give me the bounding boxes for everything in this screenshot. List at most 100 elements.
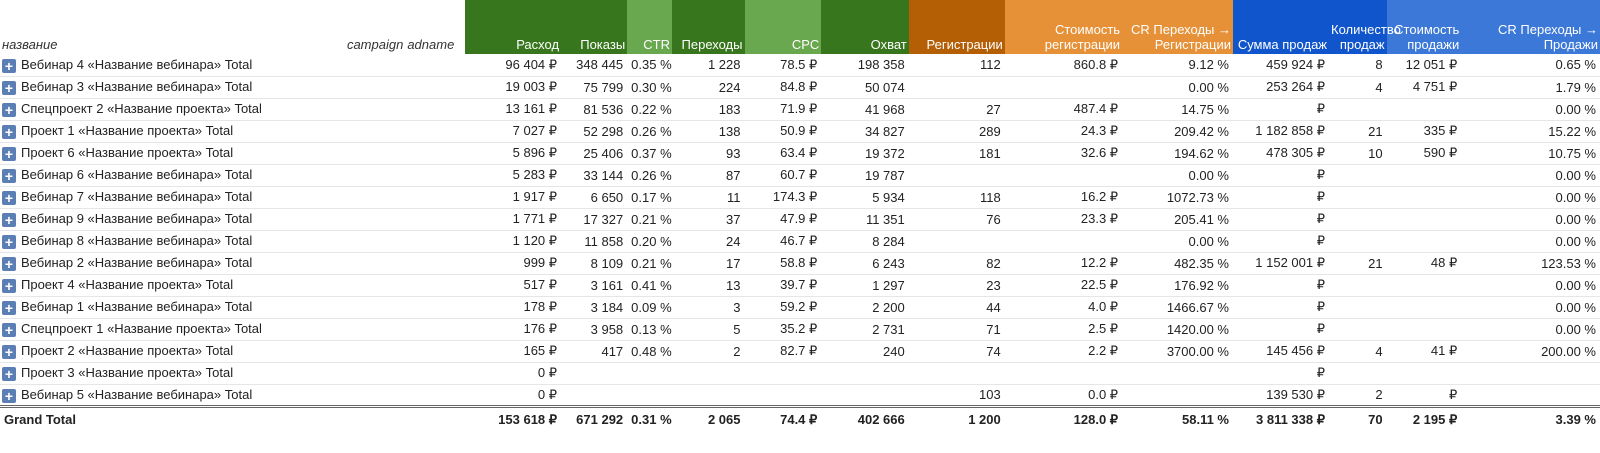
cell-ctr: 0.09 % <box>631 299 672 315</box>
cell-spend: 165 ₽ <box>523 343 558 358</box>
cell-ctr: 0.13 % <box>631 321 672 337</box>
cell-clicks: 93 <box>726 145 741 161</box>
header-sales-sum[interactable]: Сумма продаж <box>1233 0 1329 54</box>
cell-cr-sales <box>1461 384 1600 406</box>
header-reach[interactable]: Охват <box>821 0 909 54</box>
row-name-cell: + Проект 3 «Название проекта» Total <box>0 362 465 384</box>
cell-registration-cost: 2.2 ₽ <box>1088 343 1119 358</box>
plus-box-icon[interactable]: + <box>2 58 16 73</box>
row-name-cell: + Спецпроект 2 «Название проекта» Total <box>0 98 465 120</box>
grand-total-label: Grand Total <box>0 404 466 432</box>
header-sale-cost[interactable]: Стоимость продажи <box>1386 0 1462 54</box>
plus-box-icon[interactable]: + <box>2 103 16 117</box>
cell-cr-registrations: 9.12 % <box>1188 57 1229 73</box>
header-registration-cost[interactable]: Стоимость регистрации <box>1004 0 1123 54</box>
plus-box-icon[interactable]: + <box>2 125 16 139</box>
cell-cr-sales: 200.00 % <box>1541 343 1596 359</box>
cell-sales-sum: ₽ <box>1316 189 1325 204</box>
cell-ctr <box>627 362 672 384</box>
row-label: Вебинар 7 «Название вебинара» Total <box>21 189 253 204</box>
total-sales-count: 70 <box>1329 404 1387 432</box>
cell-impressions: 52 298 <box>583 123 624 139</box>
cell-reach: 6 243 <box>872 255 905 271</box>
header-name[interactable]: название <box>0 0 333 54</box>
cell-sale-cost <box>1387 164 1462 186</box>
cell-cpc: 60.7 ₽ <box>780 167 818 182</box>
cell-sale-cost <box>1387 230 1462 252</box>
plus-box-icon[interactable]: + <box>2 301 16 315</box>
row-name-cell: + Вебинар 8 «Название вебинара» Total <box>0 230 465 252</box>
cell-ctr: 0.21 % <box>631 211 672 227</box>
cell-ctr: 0.30 % <box>631 79 672 95</box>
cell-sale-cost <box>1387 186 1462 208</box>
cell-registrations <box>909 230 1005 252</box>
plus-box-icon[interactable]: + <box>2 388 16 403</box>
header-sales-count[interactable]: Количество продаж <box>1329 0 1401 54</box>
plus-box-icon[interactable]: + <box>2 367 16 381</box>
row-name-cell: + Вебинар 4 «Название вебинара» Total <box>0 54 465 76</box>
cell-impressions: 17 327 <box>583 211 624 227</box>
header-impressions[interactable]: Показы <box>561 0 628 54</box>
cell-cr-registrations: 482.35 % <box>1174 255 1229 271</box>
cell-spend: 19 003 ₽ <box>505 79 558 94</box>
cell-spend: 0 ₽ <box>537 386 558 402</box>
row-name-cell: + Вебинар 1 «Название вебинара» Total <box>0 296 465 318</box>
cell-cr-registrations: 3700.00 % <box>1166 343 1229 359</box>
header-cpc[interactable]: CPC <box>744 0 822 54</box>
cell-cr-registrations <box>1122 384 1233 406</box>
cell-reach: 19 372 <box>864 145 905 161</box>
cell-registration-cost: 22.5 ₽ <box>1080 277 1119 292</box>
plus-box-icon[interactable]: + <box>2 169 16 183</box>
plus-box-icon[interactable]: + <box>2 147 16 161</box>
row-name-cell: + Вебинар 5 «Название вебинара» Total <box>0 384 465 406</box>
cell-reach: 11 351 <box>865 211 905 227</box>
cell-sales-sum: ₽ <box>1316 277 1325 292</box>
header-campaign[interactable]: campaign <box>332 0 406 54</box>
cell-impressions: 81 536 <box>583 101 624 117</box>
header-clicks[interactable]: Переходы <box>671 0 745 54</box>
cell-cpc: 63.4 ₽ <box>780 145 818 160</box>
cell-sale-cost: 4 751 ₽ <box>1412 79 1458 94</box>
header-adname[interactable]: adname <box>405 0 466 54</box>
cell-ctr: 0.21 % <box>631 255 672 271</box>
cell-registrations: 71 <box>986 321 1001 337</box>
cell-registration-cost: 32.6 ₽ <box>1080 145 1119 160</box>
cell-impressions: 3 958 <box>590 321 624 337</box>
cell-sales-count <box>1329 274 1387 296</box>
plus-box-icon[interactable]: + <box>2 257 16 271</box>
plus-box-icon[interactable]: + <box>2 191 16 205</box>
cell-spend: 7 027 ₽ <box>512 123 558 138</box>
cell-reach: 240 <box>883 343 905 359</box>
plus-box-icon[interactable]: + <box>2 323 16 337</box>
total-cr-registrations: 58.11 % <box>1122 404 1233 432</box>
cell-sales-count <box>1329 164 1387 186</box>
row-label: Вебинар 3 «Название вебинара» Total <box>21 79 253 94</box>
cell-cpc: 71.9 ₽ <box>780 101 818 116</box>
cell-registrations: 103 <box>979 387 1001 402</box>
header-registrations[interactable]: Регистрации <box>908 0 1005 54</box>
header-cr-sales[interactable]: CR Переходы → Продажи <box>1461 0 1600 54</box>
plus-box-icon[interactable]: + <box>2 279 16 293</box>
cell-ctr: 0.22 % <box>631 101 672 117</box>
cell-cr-registrations: 1466.67 % <box>1166 299 1229 315</box>
plus-box-icon[interactable]: + <box>2 235 16 249</box>
cell-registrations: 289 <box>979 123 1001 139</box>
plus-box-icon[interactable]: + <box>2 213 16 227</box>
table-row: + Вебинар 9 «Название вебинара» Total 1 77… <box>0 208 1600 230</box>
plus-box-icon[interactable]: + <box>2 345 16 359</box>
cell-sales-sum: ₽ <box>1316 321 1325 336</box>
table-row: + Вебинар 4 «Название вебинара» Total 96 4… <box>0 54 1600 76</box>
cell-sales-sum: 1 152 001 ₽ <box>1255 255 1325 270</box>
cell-impressions: 3 184 <box>590 299 624 315</box>
cell-registrations: 23 <box>986 277 1001 293</box>
plus-box-icon[interactable]: + <box>2 81 16 95</box>
cell-spend: 13 161 ₽ <box>505 101 558 116</box>
cell-ctr: 0.48 % <box>631 343 672 359</box>
cell-spend: 1 120 ₽ <box>512 233 558 248</box>
cell-sales-count <box>1329 318 1387 340</box>
header-cr-registrations[interactable]: CR Переходы → Регистрации <box>1122 0 1233 54</box>
header-spend[interactable]: Расход <box>465 0 562 54</box>
row-label: Спецпроект 1 «Название проекта» Total <box>21 321 262 336</box>
row-label: Проект 3 «Название проекта» Total <box>21 365 234 380</box>
header-ctr[interactable]: CTR <box>627 0 672 54</box>
